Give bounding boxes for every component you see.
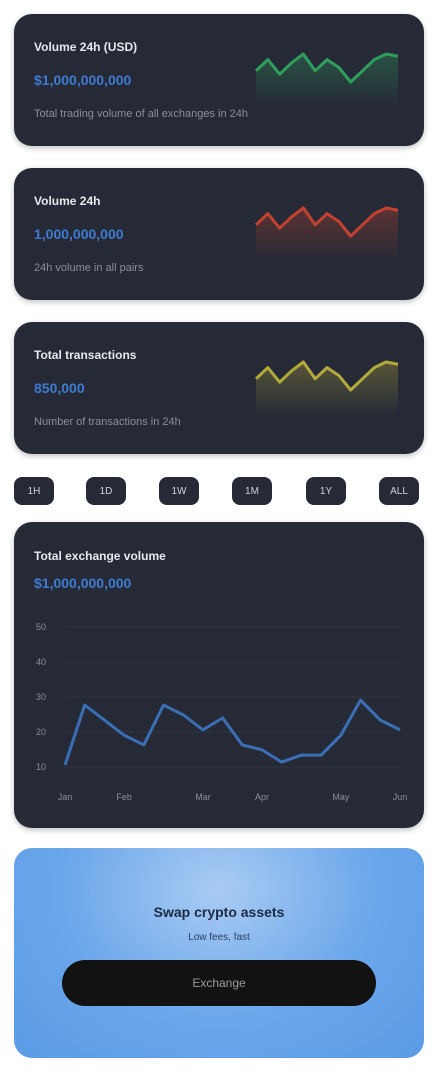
line-chart: 10 20 30 40 50 Jan Feb Mar Apr May Jun bbox=[36, 622, 408, 802]
card-value: $1,000,000,000 bbox=[34, 72, 132, 88]
cta-card: Swap crypto assets Low fees, fast Exchan… bbox=[14, 848, 424, 1058]
y-tick-label: 30 bbox=[36, 692, 46, 702]
stat-card: Volume 24h (USD) $1,000,000,000 Total trad… bbox=[14, 14, 424, 146]
card-title: Volume 24h (USD) bbox=[34, 40, 138, 54]
stat-card: Total transactions 850,000 Number of trans… bbox=[14, 322, 424, 454]
card-title: Volume 24h bbox=[34, 194, 101, 208]
sparkline bbox=[254, 52, 399, 108]
card-description: 24h volume in all pairs bbox=[34, 262, 144, 274]
card-description: Number of transactions in 24h bbox=[34, 416, 181, 428]
filter-button[interactable]: 1D bbox=[86, 477, 126, 505]
cta-button[interactable]: Exchange bbox=[62, 960, 376, 1006]
x-tick-label: Jan bbox=[58, 792, 73, 802]
y-tick-label: 20 bbox=[36, 727, 46, 737]
sparkline-line bbox=[254, 206, 399, 238]
x-tick-label: May bbox=[332, 792, 350, 802]
sparkline-area bbox=[256, 208, 398, 262]
chart-card: Total exchange volume $1,000,000,000 10 2… bbox=[14, 522, 424, 828]
filter-button[interactable]: 1Y bbox=[306, 477, 346, 505]
x-tick-label: Feb bbox=[116, 792, 132, 802]
x-tick-label: Jun bbox=[393, 792, 408, 802]
card-value: 850,000 bbox=[34, 380, 85, 396]
sparkline-area bbox=[256, 54, 398, 108]
x-tick-label: Apr bbox=[255, 792, 269, 802]
chart-title: Total exchange volume bbox=[34, 549, 166, 563]
filter-button[interactable]: 1M bbox=[232, 477, 272, 505]
stat-card: Volume 24h 1,000,000,000 24h volume in all… bbox=[14, 168, 424, 300]
card-value: 1,000,000,000 bbox=[34, 226, 124, 242]
chart-value: $1,000,000,000 bbox=[34, 575, 132, 591]
y-tick-label: 50 bbox=[36, 622, 46, 632]
line bbox=[63, 698, 401, 766]
filter-button[interactable]: ALL bbox=[379, 477, 419, 505]
x-tick-label: Mar bbox=[195, 792, 211, 802]
cta-subtitle: Low fees, fast bbox=[188, 932, 250, 943]
y-tick-label: 10 bbox=[36, 762, 46, 772]
sparkline bbox=[254, 360, 399, 416]
sparkline-line bbox=[254, 52, 399, 84]
filter-button[interactable]: 1W bbox=[159, 477, 199, 505]
card-title: Total transactions bbox=[34, 348, 137, 362]
sparkline-area bbox=[256, 362, 398, 416]
card-description: Total trading volume of all exchanges in… bbox=[34, 108, 249, 120]
cta-title: Swap crypto assets bbox=[153, 904, 285, 920]
sparkline-line bbox=[254, 360, 399, 392]
y-tick-label: 40 bbox=[36, 657, 46, 667]
sparkline bbox=[254, 206, 399, 262]
filter-button[interactable]: 1H bbox=[14, 477, 54, 505]
